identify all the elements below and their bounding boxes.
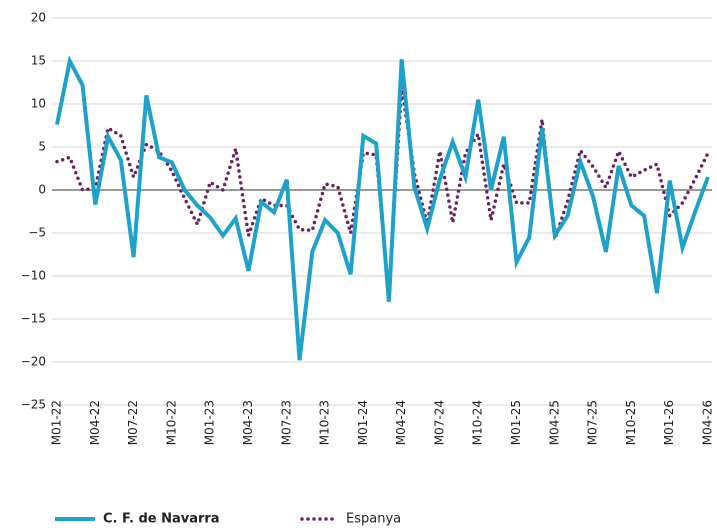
series-line [55,55,710,361]
y-tick-label: 5 [38,140,46,154]
x-tick-label: M01-23 [203,400,217,445]
x-tick-label: M01-24 [356,400,370,445]
legend-label: C. F. de Navarra [103,512,220,527]
legend-label: Espanya [346,512,401,527]
y-tick-label: −25 [21,398,46,412]
x-tick-label: M04-26 [701,400,715,445]
x-tick-label: M04-23 [241,400,255,445]
x-tick-label: M07-22 [126,400,140,445]
x-tick-label: M10-24 [471,400,485,445]
x-tick-label: M10-23 [318,400,332,445]
y-tick-label: −20 [21,355,46,369]
x-tick-label: M01-25 [509,400,523,445]
y-tick-label: 20 [31,11,46,25]
x-tick-label: M10-25 [624,400,638,445]
x-tick-label: M04-25 [547,400,561,445]
x-tick-label: M07-25 [586,400,600,445]
x-tick-label: M07-23 [279,400,293,445]
y-tick-label: 15 [31,54,46,68]
x-tick-label: M07-24 [432,400,446,445]
y-tick-label: −15 [21,312,46,326]
x-tick-label: M04-22 [88,400,102,445]
y-tick-label: −10 [21,269,46,283]
y-tick-label: 0 [38,183,46,197]
x-tick-label: M01-26 [662,400,676,445]
y-tick-label: 10 [31,97,46,111]
x-tick-label: M01-22 [50,400,64,445]
x-tick-label: M04-24 [394,400,408,445]
x-tick-label: M10-22 [164,400,178,445]
y-tick-label: −5 [28,226,46,240]
